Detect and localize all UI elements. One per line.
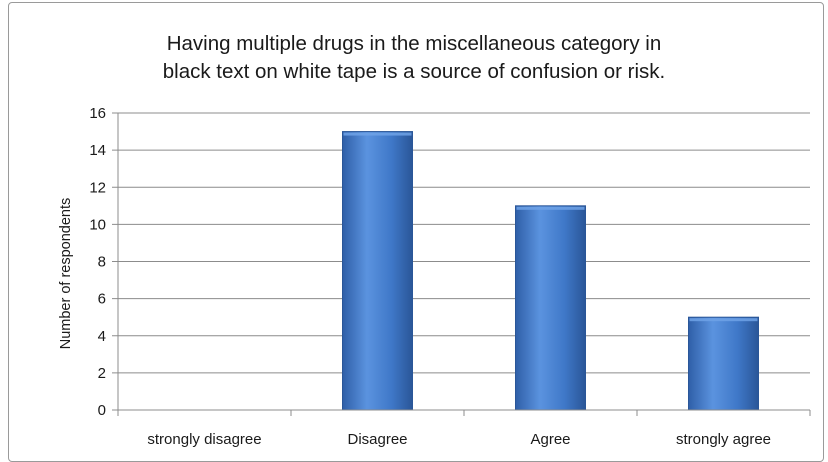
x-tick-label: strongly disagree [147,431,261,448]
bar-agree [515,205,586,411]
y-tick-label: 10 [89,216,106,233]
x-tick-label: Agree [530,431,570,448]
y-tick-label: 0 [98,402,106,419]
y-tick-label: 14 [89,142,106,159]
y-tick-label: 2 [98,365,106,382]
chart-title: Having multiple drugs in the miscellaneo… [162,32,666,83]
y-tick-label: 4 [98,328,106,345]
bar-disagree [342,131,413,411]
x-tick-labels: strongly disagree Disagree Agree strongly a… [147,431,771,448]
y-axis-title: Number of respondents [58,198,74,350]
y-tick-label: 16 [89,105,106,122]
bar-strongly-agree [688,316,759,411]
y-tick-label: 6 [98,291,106,308]
y-tick-label: 8 [98,254,106,271]
x-tick-label: strongly agree [676,431,771,448]
x-tick-label: Disagree [347,431,407,448]
y-tick-label: 12 [89,179,106,196]
bar-highlight [343,132,412,136]
axes [112,112,811,416]
bars [342,131,759,411]
bar-highlight [689,318,758,322]
y-tick-labels: 0 2 4 6 8 10 12 14 16 [89,105,106,419]
bar-highlight [516,206,585,210]
